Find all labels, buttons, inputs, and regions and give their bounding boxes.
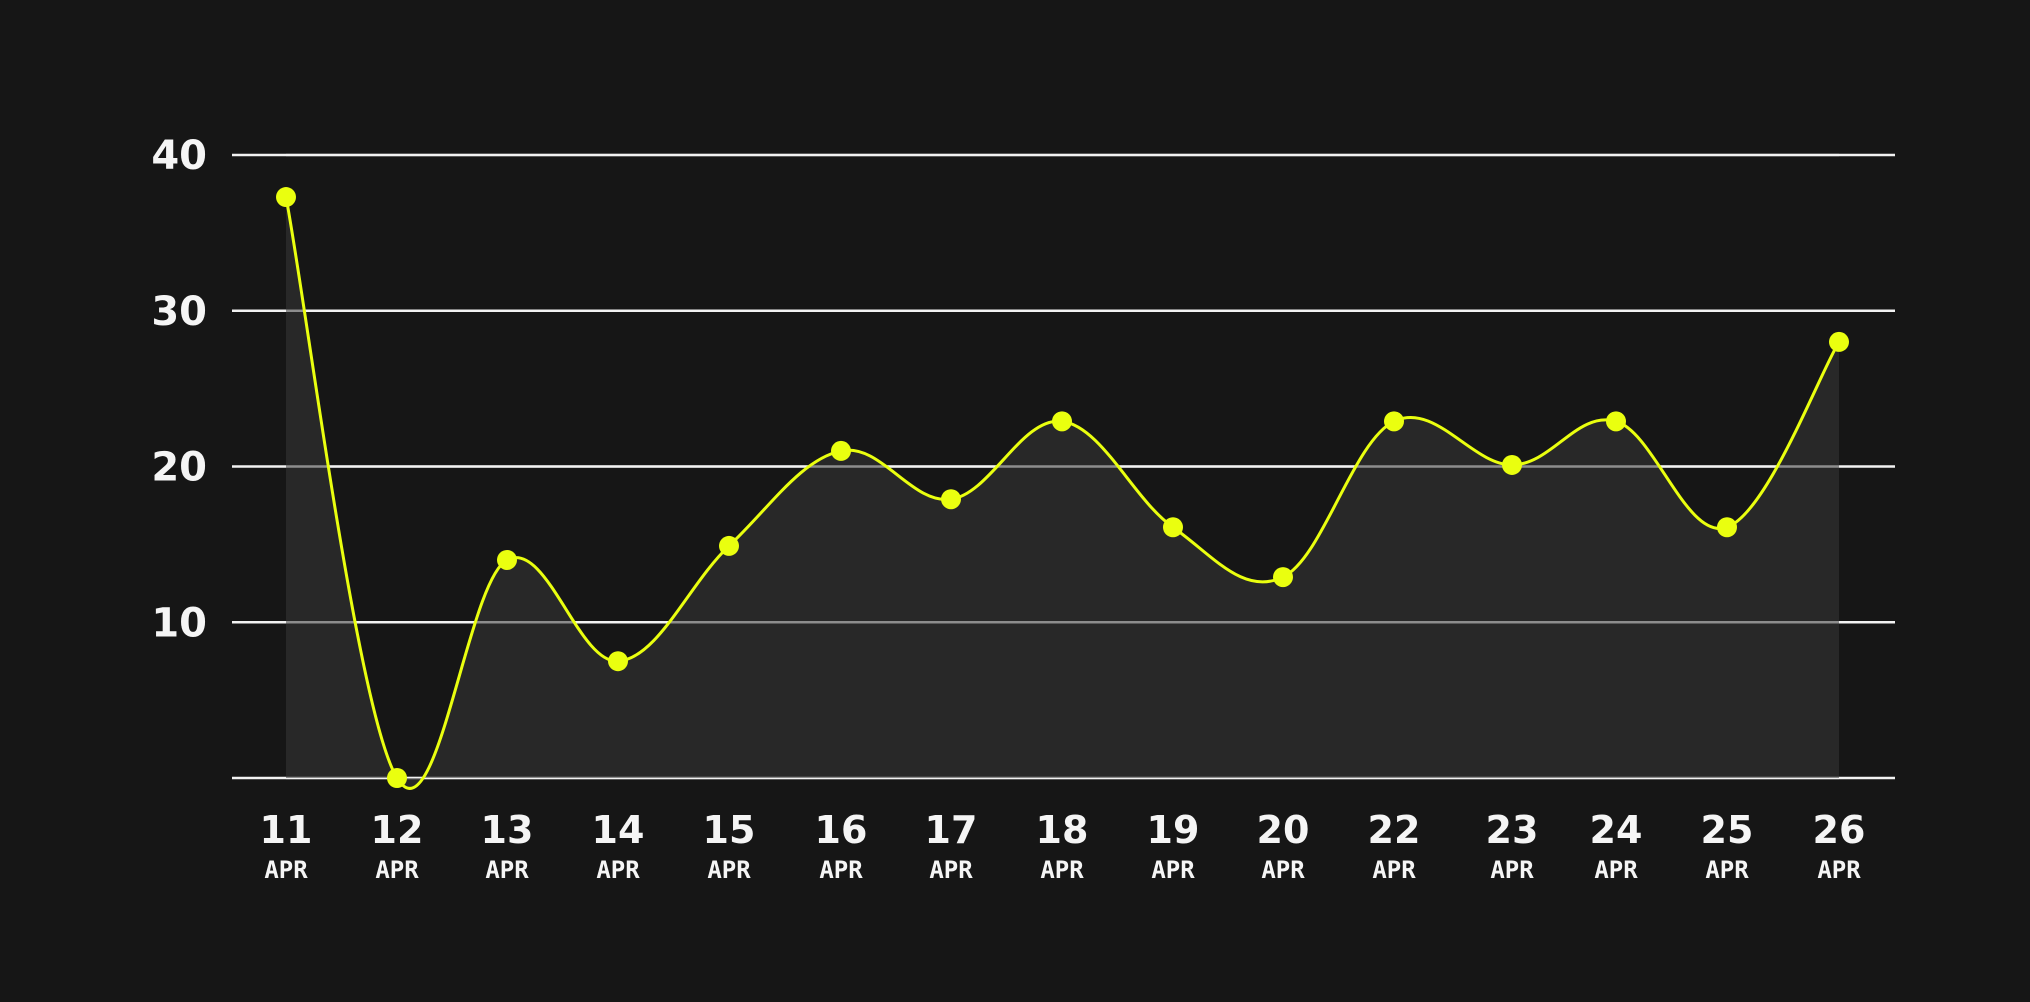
- x-tick-month-label: APR: [1817, 856, 1861, 884]
- data-point: [719, 535, 739, 556]
- data-point: [497, 549, 517, 570]
- x-tick-day-label: 26: [1813, 808, 1866, 852]
- x-tick-month-label: APR: [485, 856, 529, 884]
- data-point: [1829, 331, 1849, 352]
- data-point: [1502, 454, 1522, 475]
- x-tick-day-label: 24: [1590, 808, 1643, 852]
- data-point: [1384, 411, 1404, 432]
- x-tick-month-label: APR: [929, 856, 973, 884]
- area-layer: [286, 153, 1839, 789]
- data-point: [276, 187, 296, 208]
- x-tick-month-label: APR: [1490, 856, 1534, 884]
- x-tick-day-label: 23: [1486, 808, 1539, 852]
- data-point: [1606, 411, 1626, 432]
- data-point: [1163, 517, 1183, 538]
- point-layer: [276, 187, 1849, 788]
- x-tick-day-label: 22: [1368, 808, 1421, 852]
- x-tick-day-label: 14: [592, 808, 645, 852]
- x-tick-month-label: APR: [1594, 856, 1638, 884]
- y-axis: 10 20 30 40: [151, 133, 207, 646]
- y-tick-label: 30: [151, 289, 207, 335]
- x-tick-month-label: APR: [1151, 856, 1195, 884]
- line-layer: [284, 196, 1841, 790]
- data-point: [1273, 567, 1293, 588]
- x-tick-day-label: 25: [1701, 808, 1754, 852]
- x-tick-month-label: APR: [375, 856, 419, 884]
- x-tick-day-label: 17: [925, 808, 978, 852]
- x-tick-day-label: 18: [1036, 808, 1089, 852]
- y-tick-label: 10: [151, 600, 207, 646]
- series-line: [284, 196, 1841, 790]
- y-tick-label: 20: [151, 445, 207, 491]
- data-point: [387, 768, 407, 788]
- x-tick-day-label: 19: [1147, 808, 1200, 852]
- x-tick-month-label: APR: [707, 856, 751, 884]
- x-tick-day-label: 12: [371, 808, 424, 852]
- x-tick-month-label: APR: [264, 856, 308, 884]
- data-point: [608, 651, 628, 672]
- y-tick-label: 40: [151, 133, 207, 179]
- x-tick-month-label: APR: [596, 856, 640, 884]
- x-tick-month-label: APR: [819, 856, 863, 884]
- data-point: [941, 489, 961, 510]
- x-tick-month-label: APR: [1040, 856, 1084, 884]
- x-tick-day-label: 13: [481, 808, 534, 852]
- data-point: [831, 440, 851, 461]
- data-point: [1717, 517, 1737, 538]
- x-tick-day-label: 16: [815, 808, 868, 852]
- x-tick-month-label: APR: [1372, 856, 1416, 884]
- x-tick-day-label: 11: [260, 808, 313, 852]
- x-tick-day-label: 15: [703, 808, 756, 852]
- x-tick-month-label: APR: [1261, 856, 1305, 884]
- x-tick-month-label: APR: [1705, 856, 1749, 884]
- series-area: [286, 197, 1839, 789]
- data-point: [1052, 411, 1072, 432]
- x-tick-day-label: 20: [1257, 808, 1310, 852]
- x-axis: 11 APR 12 APR 13 APR 14 APR 15 APR 16 APR 17 APR 18 APR…: [260, 808, 1866, 884]
